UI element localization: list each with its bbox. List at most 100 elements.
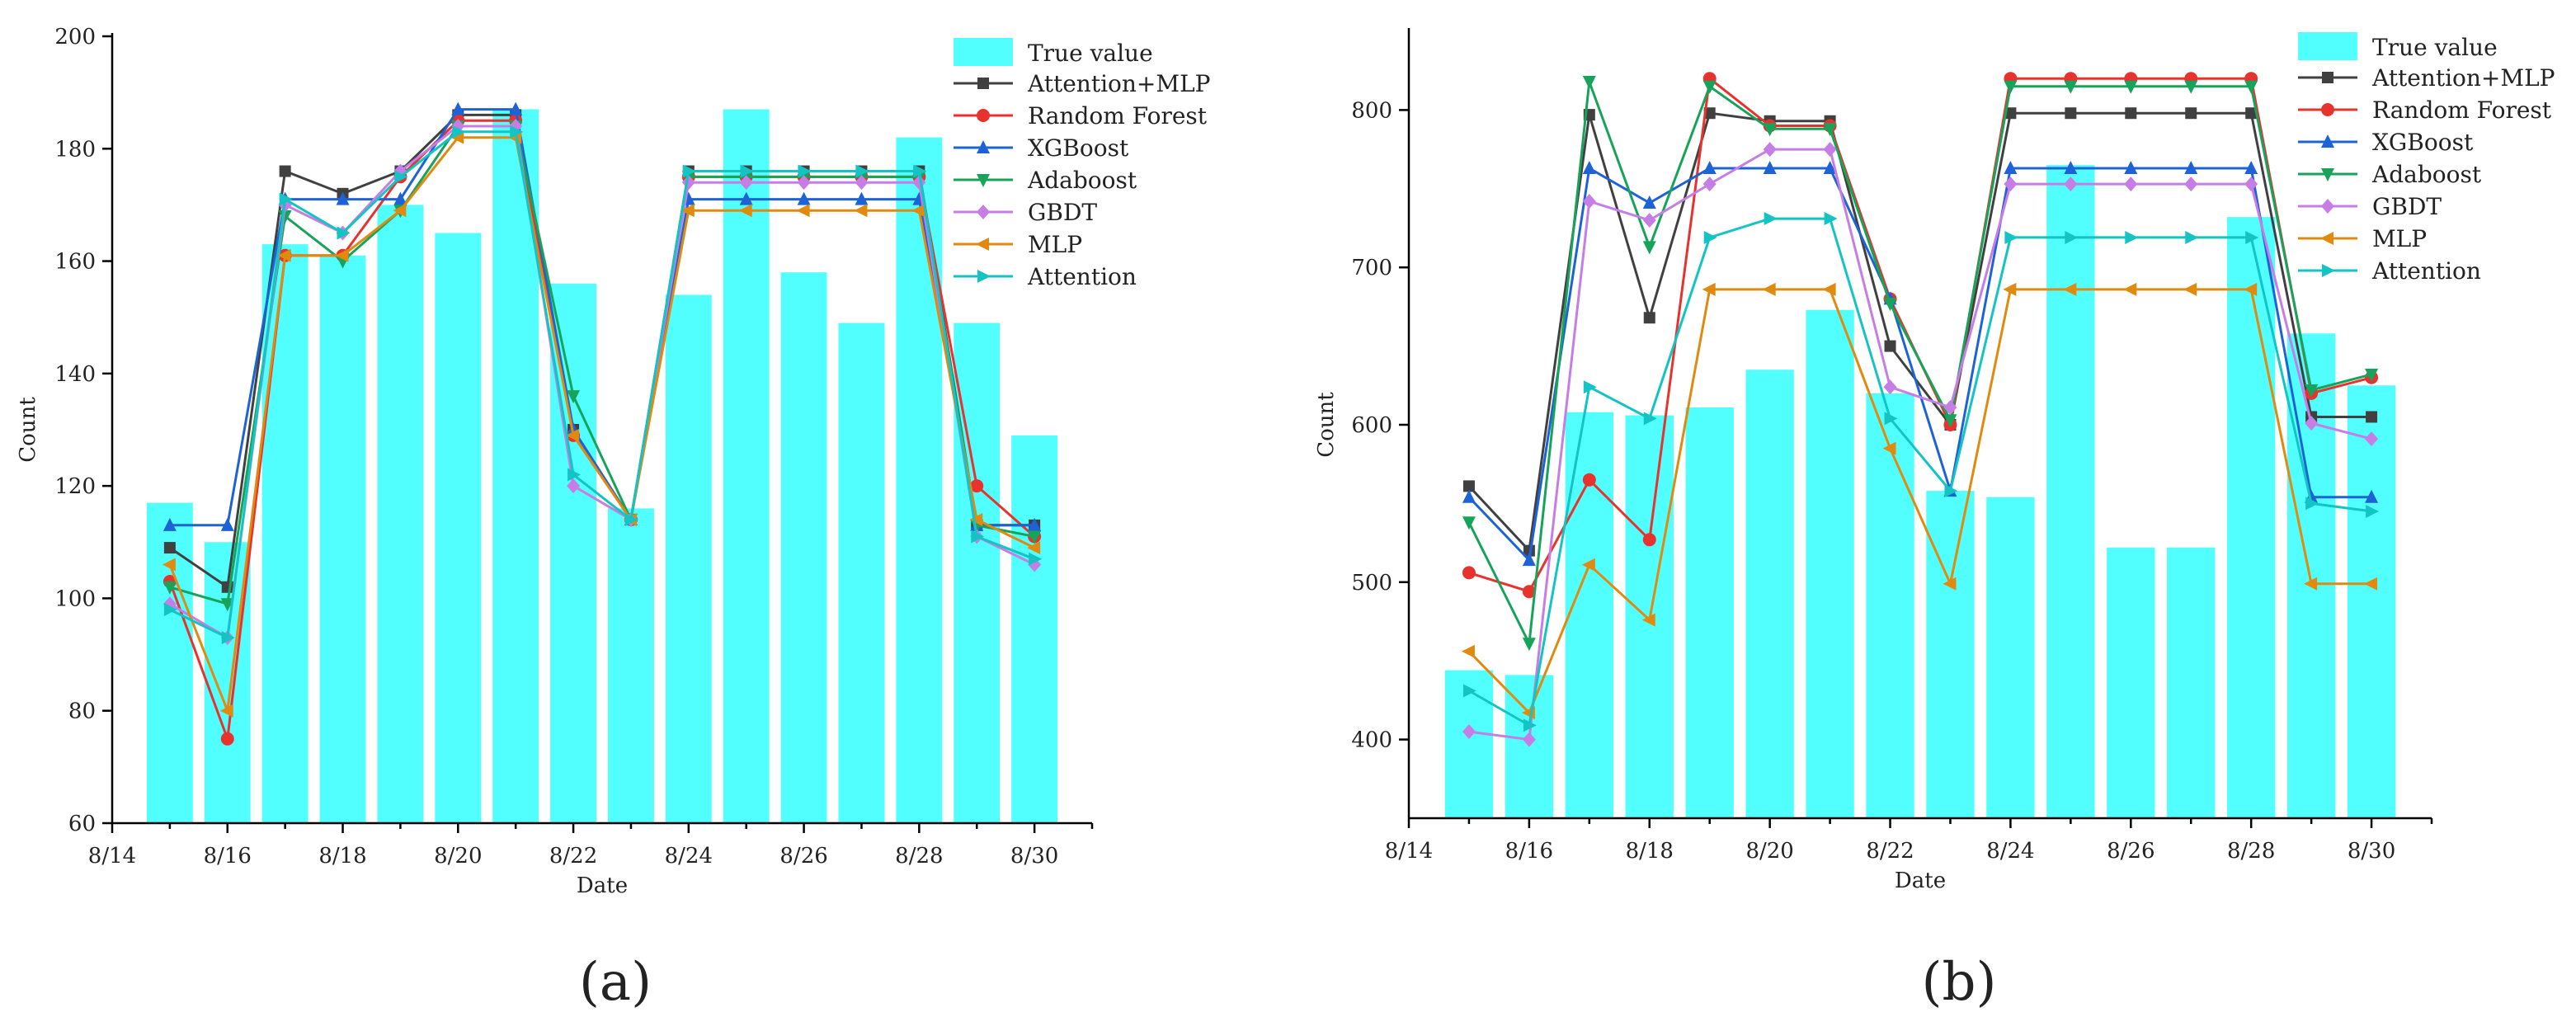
panel-b-point-xgboost-17 — [1582, 160, 1596, 174]
panel-a-xtick-label-24: 8/24 — [665, 844, 713, 869]
panel-b-point-gbdt-19 — [1702, 177, 1717, 192]
panel-label-b: (b) — [1922, 952, 1997, 1013]
panel-b-legend-marker-adaboost — [2321, 168, 2334, 181]
panel-b-legend-marker-xgboost — [2321, 134, 2334, 148]
panel-b-point-attention-23 — [1944, 484, 1958, 498]
panel-b-ytick-label-600: 600 — [1351, 413, 1392, 438]
panel-b-bar-27 — [2167, 547, 2216, 818]
panel-b-point-attention-16 — [1523, 718, 1537, 732]
panel-a-legend-label-gbdt: GBDT — [1028, 199, 1097, 226]
panel-a-line-gbdt — [169, 125, 1035, 640]
panel-b-point-xgboost-20 — [1763, 160, 1777, 174]
panel-b-point-mlp-25 — [2063, 282, 2077, 296]
panel-b-point-gbdt-23 — [1943, 400, 1957, 416]
panel-b-point-attention-27 — [2185, 230, 2199, 244]
panel-a-ytick-label-140: 140 — [54, 362, 96, 387]
panel-b-series-mlp — [1461, 282, 2378, 720]
panel-b-bars — [1444, 165, 2396, 819]
panel-a-legend-marker-gbdt — [977, 205, 990, 219]
panel-b-point-gbdt-29 — [2305, 416, 2319, 431]
panel-a-point-xgboost-27 — [855, 191, 869, 205]
panel-a-ytick-label-200: 200 — [54, 25, 96, 49]
panel-b-point-attention-mlp-27 — [2185, 107, 2197, 120]
panel-b-point-random-forest-17 — [1582, 473, 1596, 487]
panel-a-bar-26 — [780, 272, 827, 823]
panel-a-series-xgboost — [162, 101, 1042, 531]
panel-a-legend: True value Attention+MLP Random Forest XGBo… — [954, 38, 1211, 290]
panel-a-legend-label-adaboost: Adaboost — [1027, 167, 1137, 194]
panel-a-xtick-label-20: 8/20 — [434, 844, 482, 869]
panel-a-chart: 60 80 100 120 140 160 180 200 8/14 8/16 8/18 8/20 8/… — [16, 25, 1211, 898]
panel-a-point-adaboost-22 — [567, 390, 581, 404]
panel-a-point-attention-28 — [913, 164, 927, 178]
panel-b-line-gbdt — [1468, 148, 2372, 741]
panel-b-point-mlp-19 — [1702, 282, 1716, 296]
panel-b-legend-label-true-value: True value — [2372, 34, 2498, 61]
panel-a-legend-label-true-value: True value — [1028, 40, 1153, 67]
panel-b-point-adaboost-30 — [2365, 368, 2379, 382]
panel-b-point-xgboost-27 — [2184, 160, 2198, 174]
panel-b-point-attention-25 — [2065, 230, 2079, 244]
panel-a-point-attention-27 — [855, 164, 869, 178]
panel-b-series-attention-mlp — [1462, 107, 2378, 557]
panel-b-point-random-forest-15 — [1462, 566, 1476, 580]
panel-a-series-attention — [163, 125, 1043, 645]
panel-b-point-adaboost-15 — [1462, 516, 1476, 530]
panel-b-point-gbdt-27 — [2184, 177, 2198, 192]
panel-b-point-mlp-21 — [1822, 282, 1836, 296]
panel-b-ytick-label-800: 800 — [1351, 98, 1392, 123]
panel-b-point-attention-17 — [1583, 380, 1597, 394]
panel-a-point-attention-21 — [510, 125, 524, 139]
panel-b-point-attention-24 — [2004, 230, 2018, 244]
panel-b-point-random-forest-18 — [1642, 533, 1656, 547]
panel-a-point-adaboost-17 — [278, 210, 292, 224]
panel-b-xtick-label-30: 8/30 — [2348, 839, 2395, 864]
panel-b-bar-25 — [2046, 165, 2095, 818]
panel-a-bar-20 — [435, 233, 482, 823]
panel-b-bar-22 — [1866, 393, 1914, 819]
panel-a-point-xgboost-30 — [1028, 517, 1042, 531]
panel-b-legend-swatch-true-value — [2298, 32, 2357, 60]
panel-a-point-attention-16 — [221, 631, 235, 645]
panel-b-point-adaboost-20 — [1763, 123, 1777, 137]
panel-a-legend-marker-attention-mlp — [977, 78, 989, 89]
panel-a-legend-marker-adaboost — [977, 174, 990, 187]
panel-a-bar-17 — [261, 244, 308, 824]
panel-a-legend-marker-random-forest — [977, 109, 990, 122]
panel-b-series-adaboost — [1462, 76, 2379, 652]
panel-b-line-attention — [1468, 217, 2372, 727]
panel-b-point-adaboost-29 — [2305, 384, 2319, 398]
panel-b-ytick-label-700: 700 — [1351, 256, 1392, 280]
panel-b-bar-20 — [1745, 370, 1794, 819]
panel-b-point-adaboost-23 — [1943, 414, 1957, 428]
panel-b-point-adaboost-21 — [1823, 123, 1837, 137]
panel-a-y-axis-label: Count — [16, 397, 40, 463]
panel-b-point-gbdt-22 — [1883, 379, 1897, 395]
panel-b-bar-19 — [1685, 407, 1734, 818]
panel-a-ytick-label-160: 160 — [54, 250, 96, 275]
panel-b-point-attention-29 — [2305, 497, 2319, 511]
panel-b-point-gbdt-30 — [2365, 431, 2379, 447]
panel-b-legend-label-attention: Attention — [2371, 257, 2481, 285]
panel-a-legend-swatch-true-value — [954, 38, 1013, 66]
panel-b-bar-24 — [1986, 497, 2035, 818]
panel-a-bar-23 — [607, 508, 654, 823]
panel-b-point-attention-30 — [2366, 504, 2380, 518]
panel-b-point-xgboost-24 — [2004, 160, 2018, 174]
panel-b-point-adaboost-17 — [1582, 76, 1596, 90]
panel-a-point-adaboost-30 — [1028, 530, 1042, 544]
panel-a-point-attention-25 — [740, 164, 754, 178]
panel-a-point-gbdt-27 — [855, 175, 869, 191]
panel-a-point-mlp-17 — [277, 248, 291, 262]
panel-b-point-gbdt-21 — [1823, 142, 1837, 158]
panel-b-ytick-label-500: 500 — [1351, 571, 1392, 596]
panel-b-series-attention — [1462, 212, 2380, 732]
panel-a-bar-15 — [146, 502, 193, 823]
panel-b-point-attention-mlp-19 — [1703, 107, 1716, 120]
panel-a-xtick-label-30: 8/30 — [1010, 844, 1058, 869]
panel-b-line-adaboost — [1467, 81, 2372, 648]
panel-b-point-mlp-18 — [1641, 613, 1655, 627]
panel-b-point-attention-22 — [1884, 412, 1898, 426]
panel-b-point-attention-28 — [2245, 230, 2259, 244]
